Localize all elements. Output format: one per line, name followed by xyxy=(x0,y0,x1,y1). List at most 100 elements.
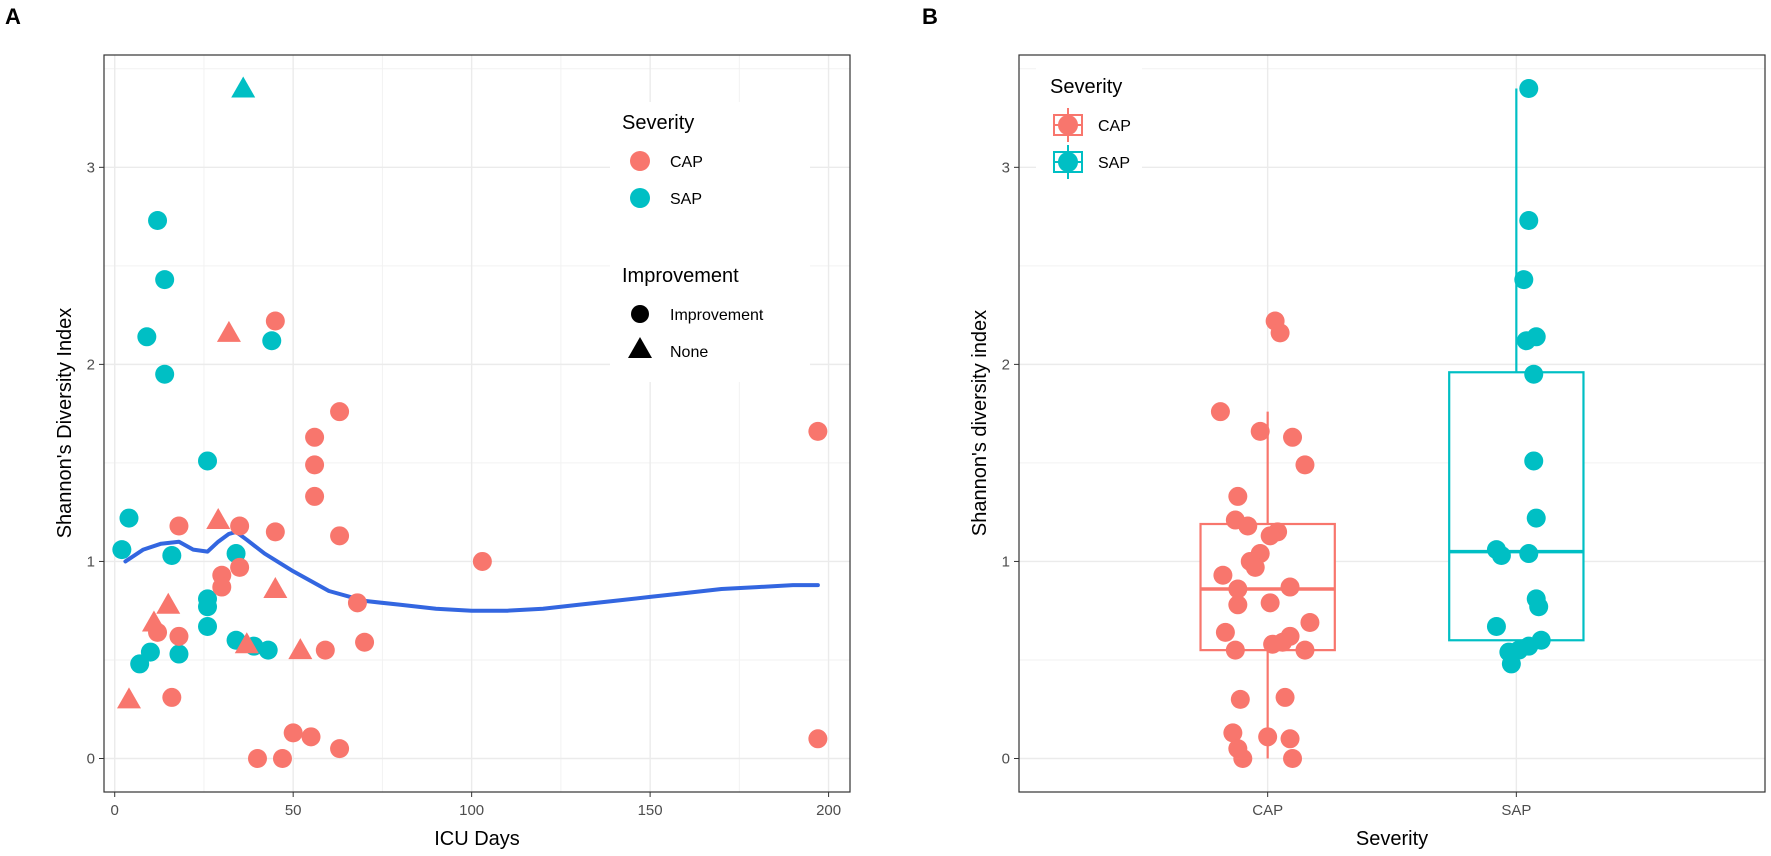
panel-a-points xyxy=(112,76,828,768)
scatter-point-circle xyxy=(169,626,189,646)
jitter-point xyxy=(1263,634,1283,654)
panel-b: B CAP SAP 0 1 2 3 Severity Shannon's diversi… xyxy=(922,4,1766,850)
panel-a-letter: A xyxy=(5,4,21,29)
scatter-point-circle xyxy=(330,402,350,422)
panel-b-y-ticks: 0 1 2 3 xyxy=(1002,159,1019,768)
jitter-point xyxy=(1238,516,1258,536)
jitter-point xyxy=(1526,508,1546,528)
jitter-point xyxy=(1519,544,1539,564)
scatter-point-circle xyxy=(472,551,492,571)
jitter-point xyxy=(1270,323,1290,343)
jitter-point xyxy=(1501,654,1521,674)
jitter-point xyxy=(1524,451,1544,471)
panel-a-legend-none-key xyxy=(628,337,652,358)
scatter-point-circle xyxy=(212,577,232,597)
panel-b-legend-title: Severity xyxy=(1050,76,1122,98)
panel-a-legend-improvement-label: Improvement xyxy=(670,307,764,324)
y-tick-label: 0 xyxy=(1002,751,1010,768)
panel-a-legend-severity-title: Severity xyxy=(622,112,694,134)
jitter-point xyxy=(1245,557,1265,577)
jitter-point xyxy=(1529,597,1549,617)
panel-a-y-axis-title: Shannon's Diversity Index xyxy=(54,308,76,539)
jitter-point xyxy=(1486,616,1506,636)
scatter-point-circle xyxy=(169,516,189,536)
scatter-point-circle xyxy=(262,331,282,351)
panel-a-y-ticks: 0 1 2 3 xyxy=(87,159,104,768)
scatter-point-circle xyxy=(112,540,132,560)
jitter-point xyxy=(1295,455,1315,475)
scatter-point-circle xyxy=(247,749,267,768)
jitter-point xyxy=(1491,546,1511,566)
scatter-point-circle xyxy=(305,427,325,447)
jitter-point xyxy=(1283,749,1303,768)
scatter-point-circle xyxy=(169,644,189,664)
scatter-point-circle xyxy=(272,749,292,768)
scatter-point-circle xyxy=(148,211,168,231)
jitter-point xyxy=(1213,565,1233,585)
panel-a-legend-cap-key xyxy=(630,151,650,171)
x-tick-label: 100 xyxy=(459,802,484,819)
panel-a-legend-improvement-key xyxy=(631,305,649,323)
jitter-point xyxy=(1524,364,1544,384)
scatter-point-circle xyxy=(155,270,175,290)
panel-a: A 0 50 100 150 200 0 1 2 3 ICU Days Shannon's D… xyxy=(5,4,851,850)
scatter-point-circle xyxy=(305,486,325,506)
x-tick-label: 0 xyxy=(111,802,119,819)
scatter-point-circle xyxy=(808,729,828,749)
x-tick-label: CAP xyxy=(1252,802,1283,819)
scatter-point-circle xyxy=(198,616,218,636)
scatter-point-triangle xyxy=(156,592,181,614)
jitter-point xyxy=(1225,640,1245,660)
y-tick-label: 0 xyxy=(87,751,95,768)
panel-a-legend-sap-label: SAP xyxy=(670,191,702,208)
panel-b-x-axis-title: Severity xyxy=(1356,828,1428,850)
scatter-point-circle xyxy=(119,508,139,528)
jitter-point xyxy=(1228,486,1248,506)
scatter-point-circle xyxy=(198,597,218,617)
y-tick-label: 1 xyxy=(1002,553,1010,570)
scatter-point-circle xyxy=(301,727,321,747)
scatter-point-circle xyxy=(137,327,157,347)
panel-b-x-ticks: CAP SAP xyxy=(1252,792,1531,819)
panel-a-plot-border xyxy=(103,54,851,793)
panel-b-plot-background xyxy=(1019,55,1765,792)
jitter-point xyxy=(1275,687,1295,707)
scatter-point-circle xyxy=(230,557,250,577)
jitter-point xyxy=(1228,595,1248,615)
scatter-point-circle xyxy=(808,421,828,441)
scatter-point-circle xyxy=(305,455,325,475)
scatter-point-circle xyxy=(258,640,278,660)
panel-b-letter: B xyxy=(922,4,938,29)
scatter-point-triangle xyxy=(141,610,166,632)
scatter-point-triangle xyxy=(206,508,231,530)
panel-a-legend-improvement-title: Improvement xyxy=(622,265,739,287)
panel-a-legend-background xyxy=(610,102,810,382)
box-iqr xyxy=(1448,371,1585,642)
jitter-point xyxy=(1233,749,1253,768)
jitter-point xyxy=(1519,211,1539,231)
scatter-point-circle xyxy=(347,593,367,613)
boxplot-sap xyxy=(1448,88,1585,664)
panel-b-legend-sap-label: SAP xyxy=(1098,155,1130,172)
scatter-point-triangle xyxy=(288,638,313,660)
y-tick-label: 3 xyxy=(87,159,95,176)
scatter-point-circle xyxy=(230,516,250,536)
scatter-point-circle xyxy=(162,687,182,707)
jitter-point xyxy=(1215,622,1235,642)
jitter-point xyxy=(1210,402,1230,422)
jitter-point xyxy=(1250,421,1270,441)
scatter-point-triangle xyxy=(234,632,259,654)
panel-b-legend-cap-key xyxy=(1053,108,1083,142)
scatter-point-circle xyxy=(283,723,303,743)
scatter-point-triangle xyxy=(216,320,241,342)
scatter-point-circle xyxy=(265,522,285,542)
jitter-point xyxy=(1228,579,1248,599)
panel-a-legend-cap-label: CAP xyxy=(670,154,703,171)
jitter-point xyxy=(1519,79,1539,98)
jitter-point xyxy=(1223,723,1243,743)
scatter-point-circle xyxy=(140,642,160,662)
scatter-point-circle xyxy=(162,546,182,566)
jitter-point xyxy=(1295,640,1315,660)
panel-a-legend: Severity CAP SAP Improvement Improvement… xyxy=(610,102,810,382)
